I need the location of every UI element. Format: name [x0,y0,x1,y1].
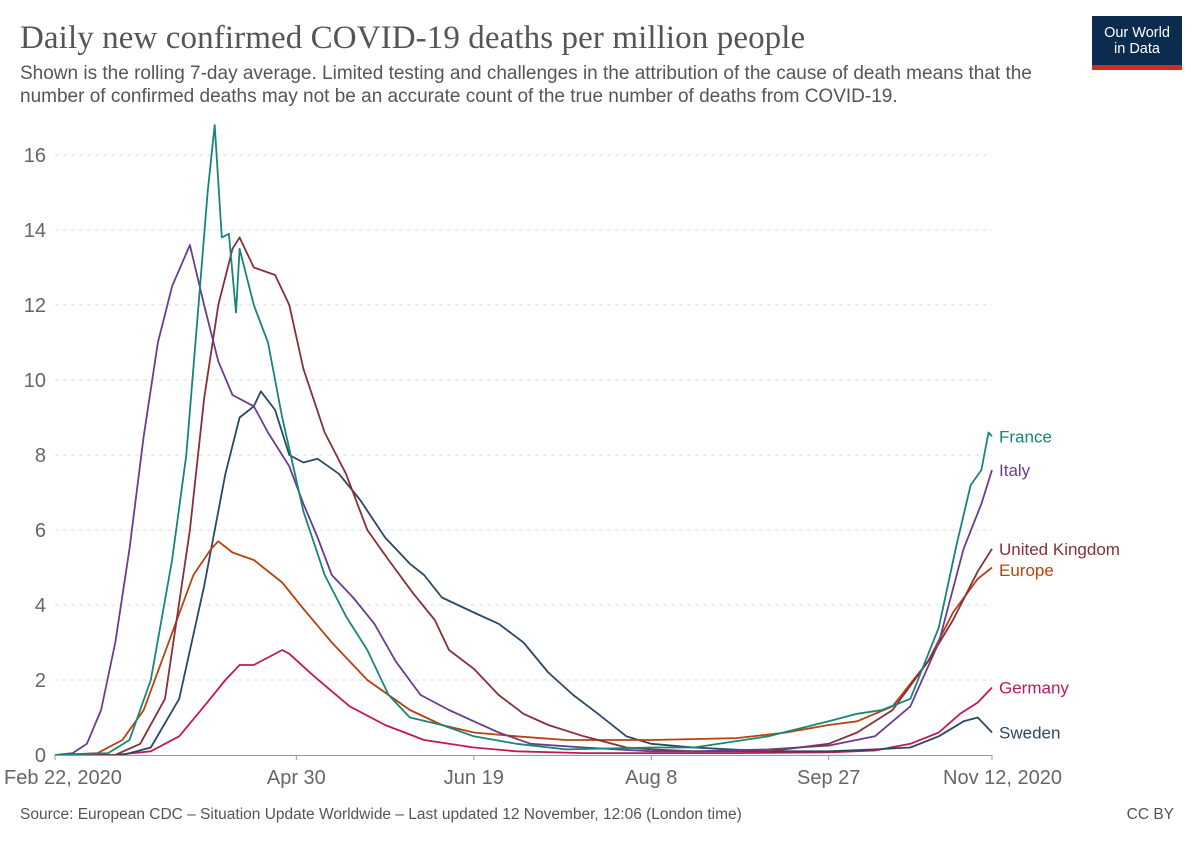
y-tick-label: 4 [35,595,46,617]
series-line-france[interactable] [54,124,993,756]
y-tick-label: 16 [24,145,46,167]
gridlines [55,154,992,681]
x-tick-label: Sep 27 [797,767,860,789]
series-line-germany[interactable] [55,649,993,756]
logo-text-line2: in Data [1114,40,1160,57]
series-label-italy: Italy [999,461,1031,480]
series-labels: France Italy United Kingdom Europe Germany Sw… [999,427,1120,742]
y-tick-label: 8 [35,445,46,467]
series-label-united-kingdom: United Kingdom [999,540,1120,559]
y-tick-label: 14 [24,220,46,242]
series-label-europe: Europe [999,561,1054,580]
series-label-sweden: Sweden [999,724,1060,743]
series-line-italy[interactable] [54,244,993,756]
series-label-germany: Germany [999,679,1069,698]
chart-subtitle: Shown is the rolling 7-day average. Limi… [20,63,1032,107]
logo-text-line1: Our World [1104,24,1170,41]
x-tick-label: Nov 12, 2020 [943,767,1062,789]
y-tick-label: 0 [35,745,46,767]
license-link[interactable]: CC BY [1126,806,1174,823]
series-line-united-kingdom[interactable] [55,236,993,756]
owid-logo[interactable]: Our World in Data [1092,16,1182,70]
axes: 0 2 4 6 8 10 12 14 16 Feb 22, 2020 Apr 30 Jun 19 Aug… [4,145,1062,789]
y-tick-label: 12 [24,295,46,317]
y-tick-label: 6 [35,520,46,542]
series-line-sweden[interactable] [55,390,993,756]
series-label-france: France [999,427,1052,446]
series-lines [54,124,993,756]
line-chart: France Italy United Kingdom Europe Germany Sw… [4,124,1120,789]
y-tick-label: 2 [35,670,46,692]
x-tick-label: Feb 22, 2020 [4,767,122,789]
series-line-europe[interactable] [54,540,993,756]
x-tick-label: Apr 30 [267,767,326,789]
chart-title: Daily new confirmed COVID-19 deaths per … [20,20,806,56]
x-tick-label: Jun 19 [444,767,504,789]
x-tick-label: Aug 8 [625,767,677,789]
y-tick-label: 10 [24,370,46,392]
source-note: Source: European CDC – Situation Update … [20,806,742,823]
